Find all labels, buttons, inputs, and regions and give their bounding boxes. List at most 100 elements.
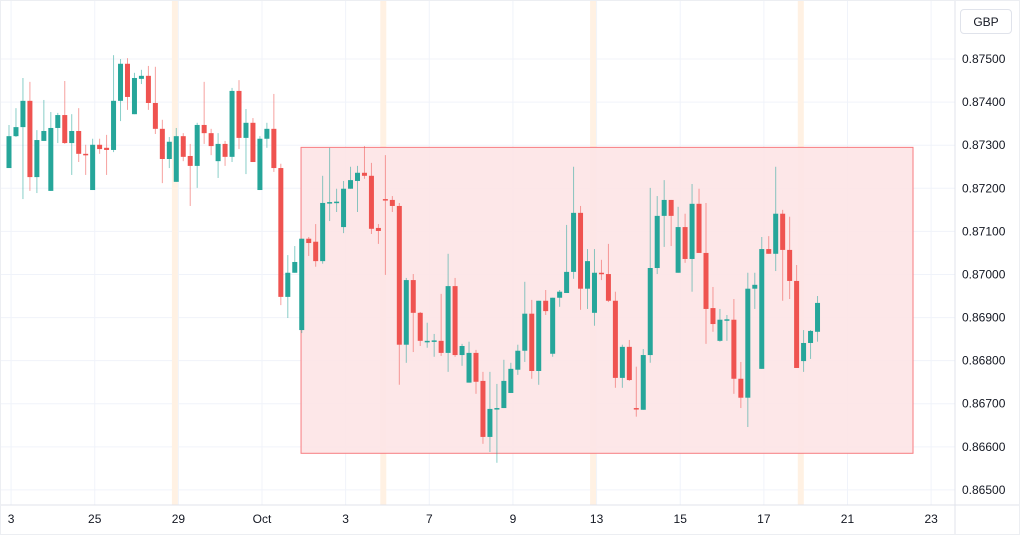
y-tick-label: 0.87100 bbox=[962, 224, 1006, 238]
candle-body bbox=[257, 138, 263, 191]
candle-up bbox=[341, 180, 347, 234]
candle-body bbox=[62, 115, 68, 144]
candle-down bbox=[626, 339, 632, 381]
candle-down bbox=[236, 80, 242, 150]
candle-body bbox=[633, 408, 639, 410]
candle-up bbox=[591, 249, 597, 326]
candle-body bbox=[278, 168, 284, 297]
candle-body bbox=[20, 100, 26, 128]
candle-body bbox=[543, 300, 549, 312]
session-highlight-band bbox=[171, 0, 178, 505]
candle-up bbox=[501, 359, 507, 409]
candle-down bbox=[578, 205, 584, 310]
candle-body bbox=[292, 261, 298, 273]
x-tick-label: 21 bbox=[841, 512, 855, 526]
candle-down bbox=[222, 140, 228, 166]
candle-up bbox=[118, 59, 124, 122]
candle-down bbox=[27, 81, 33, 191]
candle-up bbox=[717, 308, 723, 342]
candle-up bbox=[41, 99, 47, 141]
candle-down bbox=[145, 65, 151, 110]
candle-up bbox=[6, 124, 12, 169]
candle-body bbox=[271, 128, 277, 169]
candle-body bbox=[243, 122, 249, 138]
candle-down bbox=[410, 274, 416, 353]
candle-up bbox=[194, 122, 200, 188]
candle-up bbox=[257, 136, 263, 191]
candle-down bbox=[543, 289, 549, 315]
candle-up bbox=[334, 188, 340, 212]
candle-up bbox=[243, 109, 249, 175]
candle-body bbox=[104, 147, 110, 150]
candle-down bbox=[452, 277, 458, 357]
candle-body bbox=[438, 340, 444, 353]
candle-body bbox=[752, 284, 758, 289]
candle-body bbox=[431, 340, 437, 342]
candle-body bbox=[605, 274, 611, 301]
candle-body bbox=[745, 288, 751, 398]
candle-up bbox=[564, 224, 570, 294]
candle-down bbox=[612, 291, 618, 388]
candle-down bbox=[473, 349, 479, 394]
candle-down bbox=[703, 202, 709, 344]
candle-up bbox=[69, 114, 75, 175]
candle-down bbox=[382, 155, 388, 275]
candle-body bbox=[522, 313, 528, 351]
candle-body bbox=[396, 205, 402, 345]
x-tick-label: 7 bbox=[426, 512, 433, 526]
candle-down bbox=[780, 209, 786, 301]
candle-body bbox=[27, 100, 33, 178]
y-tick-label: 0.86600 bbox=[962, 440, 1006, 454]
candle-down bbox=[417, 311, 423, 347]
candle-down bbox=[152, 66, 158, 135]
candle-down bbox=[787, 216, 793, 300]
candle-down bbox=[76, 108, 82, 163]
candle-body bbox=[557, 291, 563, 298]
candle-body bbox=[640, 355, 646, 410]
candle-body bbox=[724, 319, 730, 321]
candle-down bbox=[682, 213, 688, 263]
candle-body bbox=[515, 350, 521, 370]
candle-body bbox=[731, 319, 737, 379]
candle-down bbox=[529, 299, 535, 379]
candle-up bbox=[20, 77, 26, 200]
candle-up bbox=[431, 333, 437, 357]
candle-body bbox=[152, 102, 158, 129]
candle-down bbox=[480, 371, 486, 444]
candle-body bbox=[612, 300, 618, 378]
candle-body bbox=[41, 130, 47, 141]
x-tick-label: 3 bbox=[342, 512, 349, 526]
candle-up bbox=[654, 196, 660, 275]
candle-body bbox=[6, 136, 12, 169]
candle-body bbox=[382, 199, 388, 201]
candle-body bbox=[591, 272, 597, 313]
candle-body bbox=[529, 313, 535, 371]
x-tick-label: 15 bbox=[674, 512, 688, 526]
candle-body bbox=[808, 330, 814, 343]
candle-body bbox=[466, 352, 472, 383]
candle-up bbox=[355, 165, 360, 212]
candle-up bbox=[403, 277, 409, 363]
candle-up bbox=[773, 166, 779, 272]
candle-up bbox=[34, 130, 40, 194]
candle-up bbox=[285, 255, 291, 318]
candle-down bbox=[313, 224, 319, 267]
candle-body bbox=[675, 227, 681, 273]
x-tick-label: 9 bbox=[510, 512, 517, 526]
candle-body bbox=[759, 249, 765, 369]
candle-body bbox=[494, 408, 500, 410]
candle-body bbox=[264, 128, 270, 139]
candle-body bbox=[159, 128, 165, 159]
candle-body bbox=[236, 90, 242, 138]
candle-down bbox=[738, 361, 744, 409]
currency-button[interactable]: GBP bbox=[960, 9, 1012, 34]
candle-up bbox=[348, 166, 354, 189]
y-tick-label: 0.87500 bbox=[962, 52, 1006, 66]
candle-up bbox=[571, 166, 577, 279]
candle-body bbox=[83, 153, 89, 156]
x-tick-label: 13 bbox=[590, 512, 604, 526]
candle-body bbox=[696, 203, 702, 253]
